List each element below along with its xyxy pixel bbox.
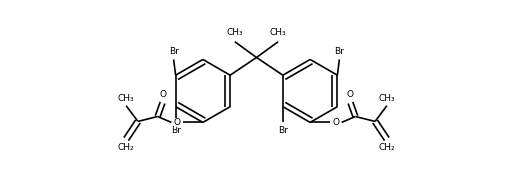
- Text: CH₃: CH₃: [227, 28, 243, 37]
- Text: Br: Br: [171, 126, 181, 135]
- Text: O: O: [332, 118, 339, 127]
- Text: Br: Br: [278, 126, 288, 135]
- Text: O: O: [347, 90, 354, 99]
- Text: CH₂: CH₂: [118, 143, 134, 152]
- Text: CH₃: CH₃: [270, 28, 286, 37]
- Text: CH₃: CH₃: [118, 94, 134, 103]
- Text: Br: Br: [169, 47, 179, 56]
- Text: CH₃: CH₃: [379, 94, 395, 103]
- Text: CH₂: CH₂: [379, 143, 395, 152]
- Text: O: O: [159, 90, 166, 99]
- Text: O: O: [174, 118, 181, 127]
- Text: Br: Br: [334, 47, 344, 56]
